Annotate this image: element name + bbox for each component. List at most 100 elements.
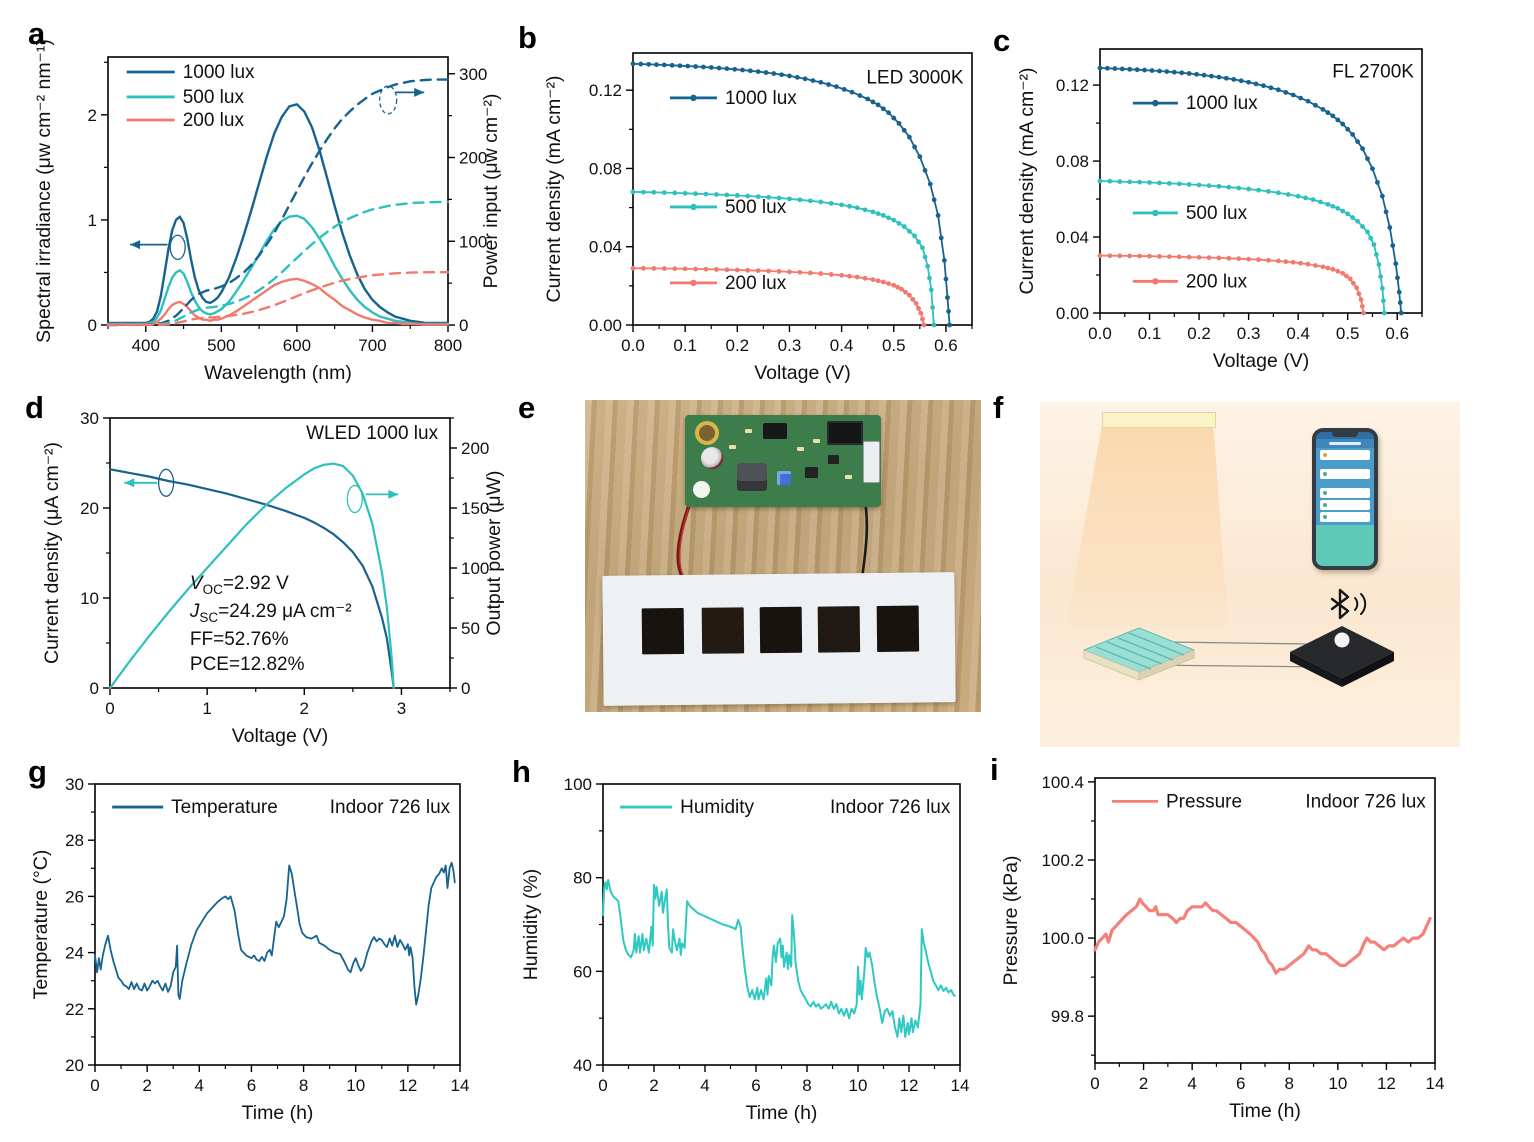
pcb-pad bbox=[845, 475, 852, 479]
svg-text:WLED 1000 lux: WLED 1000 lux bbox=[306, 423, 439, 444]
svg-text:6: 6 bbox=[247, 1076, 256, 1095]
phone-app-title-bar bbox=[1316, 439, 1374, 448]
svg-text:50: 50 bbox=[461, 619, 480, 638]
pcb-pin-header bbox=[827, 421, 863, 445]
svg-text:0.0: 0.0 bbox=[1088, 324, 1112, 343]
svg-text:200 lux: 200 lux bbox=[183, 110, 245, 131]
svg-text:12: 12 bbox=[900, 1076, 919, 1095]
svg-text:8: 8 bbox=[299, 1076, 308, 1095]
svg-text:Humidity (%): Humidity (%) bbox=[520, 869, 542, 981]
chart-i-svg: 0 2 4 6 8 10 12 14 99.8 100.0 100.2 100.4 Time (h) Pr… bbox=[1000, 773, 1444, 1122]
svg-text:6: 6 bbox=[1236, 1074, 1245, 1093]
svg-text:2: 2 bbox=[1139, 1074, 1148, 1093]
pcb-ic-chip bbox=[805, 467, 818, 478]
svg-text:800: 800 bbox=[434, 336, 462, 355]
svg-text:0: 0 bbox=[88, 316, 97, 335]
panel-label-c: c bbox=[993, 23, 1011, 58]
solar-cell-strip bbox=[602, 572, 956, 706]
solar-cell bbox=[641, 607, 685, 655]
phone-app-row-humidity bbox=[1320, 500, 1370, 510]
svg-text:150: 150 bbox=[461, 499, 489, 518]
svg-text:0.08: 0.08 bbox=[589, 159, 622, 178]
svg-text:0.3: 0.3 bbox=[1237, 324, 1261, 343]
pcb-mounting-hole bbox=[695, 421, 719, 445]
panel-label-d: d bbox=[25, 390, 44, 425]
svg-text:Time (h): Time (h) bbox=[242, 1102, 314, 1124]
svg-text:PCE=12.82%: PCE=12.82% bbox=[190, 654, 305, 675]
svg-text:Voltage (V): Voltage (V) bbox=[232, 725, 328, 747]
svg-text:12: 12 bbox=[398, 1076, 417, 1095]
chart-temperature-log: 0 2 4 6 8 10 12 14 20 22 24 26 28 30 Time (h) Temperatu… bbox=[20, 750, 505, 1142]
svg-text:10: 10 bbox=[1328, 1074, 1347, 1093]
svg-text:0.08: 0.08 bbox=[1056, 152, 1089, 171]
phone-app-section-band bbox=[1316, 460, 1374, 467]
phone-app-row-pressure bbox=[1320, 512, 1370, 522]
svg-text:0.00: 0.00 bbox=[589, 316, 622, 335]
svg-text:Power input (μw cm⁻²): Power input (μw cm⁻²) bbox=[480, 94, 502, 289]
phone-app-section-band bbox=[1316, 479, 1374, 486]
chart-spectral-irradiance: 400 500 600 700 800 0 1 2 0 100 200 300 Wavelength (… bbox=[20, 15, 540, 385]
svg-text:99.8: 99.8 bbox=[1051, 1007, 1084, 1026]
svg-text:Voltage (V): Voltage (V) bbox=[1213, 350, 1309, 372]
chart-pressure-log: 0 2 4 6 8 10 12 14 99.8 100.0 100.2 100.4 Time (h) Pr… bbox=[985, 750, 1534, 1142]
svg-text:8: 8 bbox=[1285, 1074, 1294, 1093]
svg-text:2: 2 bbox=[649, 1076, 658, 1095]
chart-jv-output-power-wled: 0 1 2 3 0 10 20 30 0 50 100 150 200 Voltage (V) Curren… bbox=[20, 385, 540, 755]
svg-text:10: 10 bbox=[80, 589, 99, 608]
svg-text:4: 4 bbox=[195, 1076, 204, 1095]
svg-text:0: 0 bbox=[1090, 1074, 1099, 1093]
red-wire-highlight bbox=[678, 496, 693, 579]
svg-text:100.0: 100.0 bbox=[1041, 929, 1084, 948]
panel-label-h: h bbox=[512, 754, 531, 789]
iot-system-diagram bbox=[1040, 402, 1460, 747]
svg-text:0.12: 0.12 bbox=[589, 81, 622, 100]
pcb-pad bbox=[797, 447, 804, 451]
ble-chip bbox=[1290, 626, 1394, 687]
device-photo bbox=[585, 400, 981, 712]
svg-text:1000 lux: 1000 lux bbox=[1186, 93, 1258, 114]
svg-text:14: 14 bbox=[951, 1076, 970, 1095]
svg-text:Humidity: Humidity bbox=[680, 797, 754, 818]
svg-text:0: 0 bbox=[90, 1076, 99, 1095]
svg-text:2: 2 bbox=[88, 106, 97, 125]
svg-text:0.1: 0.1 bbox=[1138, 324, 1162, 343]
svg-text:0.5: 0.5 bbox=[882, 336, 906, 355]
svg-text:0.00: 0.00 bbox=[1056, 304, 1089, 323]
svg-text:FL 2700K: FL 2700K bbox=[1332, 61, 1414, 82]
svg-text:LED 3000K: LED 3000K bbox=[866, 67, 964, 88]
solar-cell bbox=[701, 607, 745, 654]
phone-app-footer bbox=[1316, 525, 1374, 566]
svg-text:Pressure: Pressure bbox=[1166, 791, 1242, 812]
svg-text:6: 6 bbox=[751, 1076, 760, 1095]
ceiling-light bbox=[1102, 412, 1216, 428]
svg-text:28: 28 bbox=[65, 831, 84, 850]
svg-text:Current density (μA cm⁻²): Current density (μA cm⁻²) bbox=[41, 442, 63, 664]
svg-text:Wavelength (nm): Wavelength (nm) bbox=[204, 362, 352, 384]
svg-text:0.5: 0.5 bbox=[1336, 324, 1360, 343]
phone-screen bbox=[1316, 432, 1374, 566]
svg-text:100.2: 100.2 bbox=[1041, 851, 1084, 870]
svg-text:2: 2 bbox=[142, 1076, 151, 1095]
panel-label-i: i bbox=[990, 752, 999, 787]
chart-jv-fl-2700k: 0.0 0.1 0.2 0.3 0.4 0.5 0.6 0.00 0.04 0.08 0.12 Vol… bbox=[985, 15, 1534, 385]
svg-text:4: 4 bbox=[700, 1076, 709, 1095]
svg-text:14: 14 bbox=[451, 1076, 470, 1095]
svg-text:2: 2 bbox=[300, 699, 309, 718]
svg-text:0.4: 0.4 bbox=[830, 336, 854, 355]
svg-text:30: 30 bbox=[65, 775, 84, 794]
svg-text:24: 24 bbox=[65, 944, 84, 963]
svg-text:100: 100 bbox=[564, 775, 592, 794]
svg-text:10: 10 bbox=[849, 1076, 868, 1095]
pcb-trimmer bbox=[777, 471, 791, 485]
chart-b-svg: 0.0 0.1 0.2 0.3 0.4 0.5 0.6 0.00 0.04 0.08 0.12 Vol… bbox=[543, 52, 973, 384]
svg-text:0.4: 0.4 bbox=[1286, 324, 1310, 343]
chart-c-svg: 0.0 0.1 0.2 0.3 0.4 0.5 0.6 0.00 0.04 0.08 0.12 Vol… bbox=[1016, 48, 1423, 372]
svg-text:10: 10 bbox=[346, 1076, 365, 1095]
phone-notch bbox=[1332, 432, 1358, 437]
svg-text:600: 600 bbox=[283, 336, 311, 355]
svg-text:Output power (μW): Output power (μW) bbox=[483, 470, 505, 635]
panel-label-e: e bbox=[518, 390, 536, 425]
svg-text:0.6: 0.6 bbox=[1385, 324, 1409, 343]
